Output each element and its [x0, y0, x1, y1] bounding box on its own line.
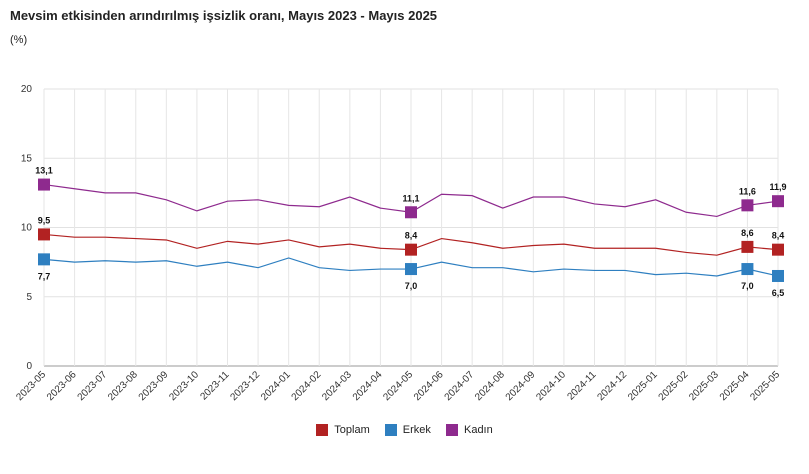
- x-tick-label: 2024-03: [320, 369, 354, 403]
- series-marker-kadin: [38, 178, 50, 191]
- series-layer: [38, 178, 784, 282]
- data-label-erkek: 7,0: [405, 281, 418, 291]
- x-tick-label: 2023-06: [45, 369, 79, 403]
- series-marker-erkek: [405, 263, 417, 276]
- data-label-toplam: 8,4: [405, 231, 418, 241]
- legend-item-erkek[interactable]: Erkek: [384, 424, 431, 436]
- x-tick-label: 2023-10: [167, 369, 201, 403]
- x-tick-label: 2025-04: [718, 369, 752, 403]
- data-label-kadin: 11,6: [739, 186, 756, 196]
- axis-layer: 051015202023-052023-062023-072023-082023…: [14, 84, 782, 403]
- x-tick-label: 2024-06: [412, 369, 446, 403]
- series-marker-kadin: [405, 206, 417, 219]
- x-tick-label: 2023-11: [198, 369, 232, 403]
- x-tick-label: 2024-10: [534, 369, 568, 403]
- x-tick-label: 2024-02: [290, 369, 324, 403]
- legend-swatch-kadin: [445, 424, 458, 436]
- legend-item-kadin[interactable]: Kadın: [445, 424, 493, 436]
- x-tick-label: 2024-04: [351, 369, 385, 403]
- data-label-layer: 9,5 8,4 8,6 8,4 7,7 7,0 7,0 6,5 13,1 11,1 11,6 11,9: [35, 166, 786, 298]
- series-marker-toplam: [772, 243, 784, 256]
- series-marker-toplam: [741, 240, 754, 253]
- x-tick-label: 2024-01: [259, 369, 293, 403]
- data-label-erkek: 7,7: [38, 271, 51, 281]
- y-tick-label: 10: [21, 223, 33, 234]
- series-marker-toplam: [405, 243, 417, 256]
- x-tick-label: 2024-11: [565, 369, 599, 403]
- data-label-kadin: 11,1: [402, 193, 419, 203]
- legend-label-erkek: Erkek: [402, 424, 431, 436]
- x-tick-label: 2025-01: [626, 369, 660, 403]
- series-marker-erkek: [741, 263, 754, 276]
- x-tick-label: 2025-05: [748, 369, 782, 403]
- legend-swatch-erkek: [384, 424, 397, 436]
- data-label-toplam: 8,6: [741, 228, 754, 238]
- data-label-erkek: 6,5: [772, 288, 785, 298]
- x-tick-label: 2023-08: [106, 369, 140, 403]
- legend: Toplam Erkek Kadın: [0, 424, 809, 439]
- data-label-kadin: 13,1: [35, 166, 53, 176]
- chart-title: Mevsim etkisinden arındırılmış işsizlik …: [10, 8, 438, 23]
- x-tick-label: 2023-07: [76, 369, 110, 403]
- legend-label-toplam: Toplam: [334, 424, 370, 436]
- x-tick-label: 2024-09: [504, 369, 538, 403]
- y-tick-label: 0: [26, 361, 32, 372]
- data-label-toplam: 9,5: [38, 215, 51, 225]
- grid-layer: [43, 88, 779, 367]
- x-tick-label: 2023-12: [228, 369, 262, 403]
- x-tick-label: 2025-02: [657, 369, 691, 403]
- legend-label-kadin: Kadın: [463, 424, 493, 436]
- y-tick-label: 20: [21, 84, 33, 95]
- legend-swatch-toplam: [316, 424, 329, 436]
- y-tick-label: 5: [26, 292, 32, 303]
- data-label-toplam: 8,4: [772, 231, 785, 241]
- x-tick-label: 2024-12: [595, 369, 629, 403]
- legend-item-toplam[interactable]: Toplam: [316, 424, 370, 436]
- y-tick-label: 15: [21, 153, 33, 164]
- x-tick-label: 2024-07: [443, 369, 477, 403]
- x-tick-label: 2024-05: [381, 369, 415, 403]
- data-label-kadin: 11,9: [769, 182, 786, 192]
- data-label-erkek: 7,0: [741, 281, 754, 291]
- series-marker-kadin: [772, 195, 784, 208]
- unit-label: (%): [10, 34, 28, 46]
- series-marker-erkek: [38, 253, 50, 266]
- series-marker-toplam: [38, 228, 50, 241]
- x-tick-label: 2023-05: [14, 369, 48, 403]
- series-marker-kadin: [741, 199, 754, 212]
- x-tick-label: 2025-03: [687, 369, 721, 403]
- series-marker-erkek: [772, 269, 784, 282]
- x-tick-label: 2024-08: [473, 369, 507, 403]
- x-tick-label: 2023-09: [137, 369, 171, 403]
